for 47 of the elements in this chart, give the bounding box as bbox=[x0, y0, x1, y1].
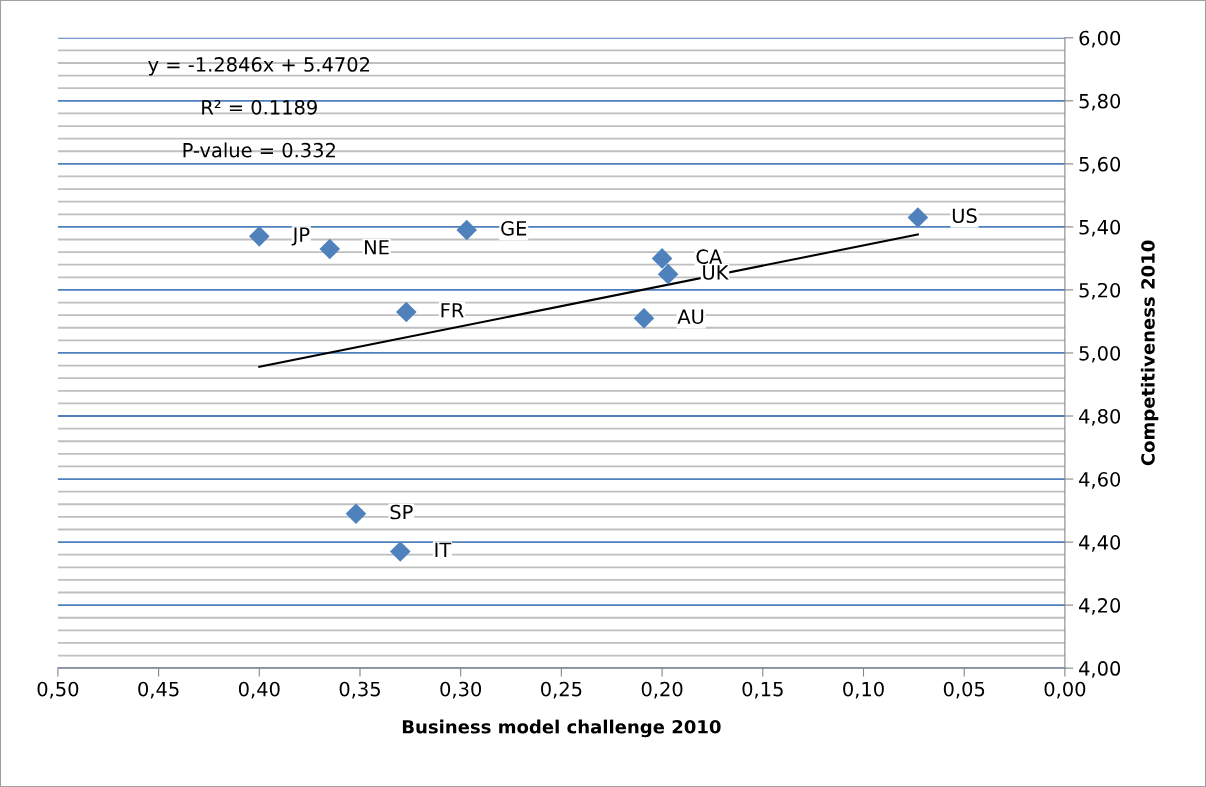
y-axis-title: Competitiveness 2010 bbox=[1140, 240, 1159, 466]
annotation: IT bbox=[435, 542, 452, 557]
y-tick-label: 4,20 bbox=[1079, 598, 1121, 615]
annotation: P-value = 0.332 bbox=[183, 142, 335, 158]
y-tick-label: 4,60 bbox=[1079, 472, 1121, 489]
point bbox=[389, 541, 411, 562]
x-tick-label: 0,25 bbox=[541, 681, 582, 699]
y-tick-label: 6,00 bbox=[1079, 30, 1121, 48]
annotation: SP bbox=[390, 504, 413, 520]
y-tick-label: 4,80 bbox=[1079, 408, 1121, 426]
x-tick-label: 0,50 bbox=[37, 681, 79, 699]
annotation: NE bbox=[365, 240, 389, 255]
annotation: AU bbox=[677, 309, 704, 324]
x-tick-label: 0,05 bbox=[943, 681, 985, 699]
y-tick-label: 5,40 bbox=[1079, 219, 1121, 237]
annotation: GE bbox=[501, 220, 527, 236]
x-tick-label: 0,30 bbox=[440, 681, 482, 699]
point bbox=[633, 308, 655, 329]
x-tick-label: 0,10 bbox=[843, 681, 884, 699]
point bbox=[319, 238, 341, 260]
point bbox=[248, 226, 270, 247]
annotation: CA bbox=[696, 249, 723, 265]
point bbox=[651, 248, 673, 269]
x-tick-label: 0,20 bbox=[641, 681, 683, 699]
x-tick-label: 0,15 bbox=[742, 681, 783, 699]
point bbox=[907, 207, 929, 228]
y-tick-label: 5,00 bbox=[1079, 345, 1121, 363]
x-tick-label: 0,40 bbox=[238, 681, 280, 699]
y-tick-label: 5,60 bbox=[1079, 156, 1121, 174]
x-tick-label: 0,35 bbox=[339, 681, 380, 699]
annotation: US bbox=[952, 208, 977, 224]
point bbox=[657, 263, 679, 285]
y-tick-label: 4,00 bbox=[1079, 661, 1121, 678]
y-tick-label: 5,20 bbox=[1079, 282, 1121, 300]
annotation: UK bbox=[703, 265, 729, 280]
point bbox=[456, 219, 478, 241]
annotation: FR bbox=[441, 303, 464, 318]
y-tick-label: 5,80 bbox=[1079, 93, 1121, 111]
annotation: JP bbox=[291, 227, 310, 246]
x-axis-title: Business model challenge 2010 bbox=[402, 719, 721, 738]
point bbox=[345, 503, 367, 525]
x-tick-label: 0,45 bbox=[138, 681, 179, 699]
annotation: R² = 0.1189 bbox=[202, 99, 317, 115]
point bbox=[396, 301, 417, 323]
y-tick-label: 4,40 bbox=[1079, 535, 1121, 552]
annotation: y = -1.2846x + 5.4702 bbox=[148, 57, 370, 76]
x-tick-label: 0,00 bbox=[1044, 681, 1086, 699]
